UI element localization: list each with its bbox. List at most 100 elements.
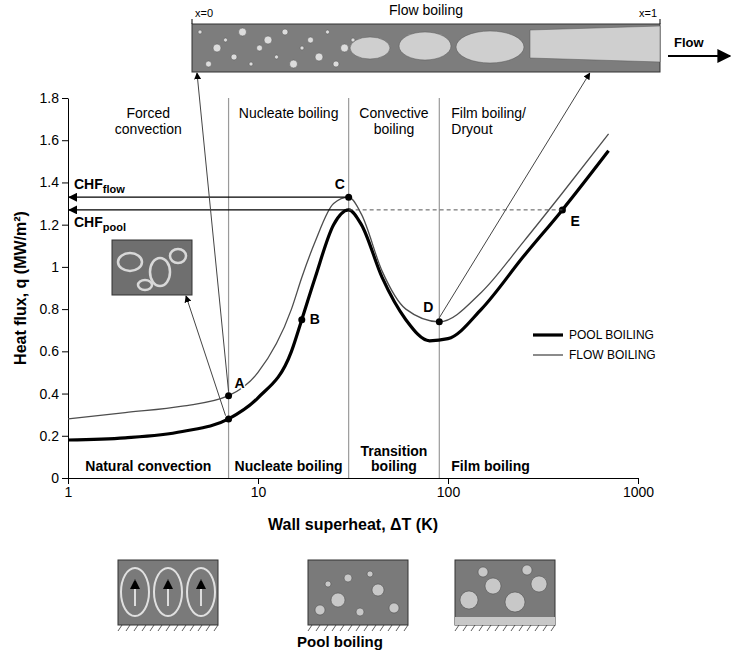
flow-bubble bbox=[290, 60, 298, 68]
flow-bubble bbox=[264, 36, 272, 44]
legend-label: FLOW BOILING bbox=[569, 348, 656, 362]
flow-bubble bbox=[249, 62, 253, 66]
x-tick: 10 bbox=[251, 478, 267, 500]
pool-bubble bbox=[367, 571, 373, 577]
flow-bubble bbox=[333, 61, 339, 67]
pool-bubble bbox=[344, 574, 352, 582]
y-tick: 0.2 bbox=[40, 428, 68, 444]
legend-swatch bbox=[533, 333, 563, 336]
surface-hatch bbox=[190, 625, 194, 631]
surface-hatch bbox=[316, 625, 320, 631]
surface-hatch bbox=[340, 625, 344, 631]
surface-hatch bbox=[479, 625, 483, 631]
leader-line bbox=[186, 296, 226, 416]
state-point bbox=[225, 392, 232, 399]
y-tick: 1.2 bbox=[40, 217, 68, 233]
pool-picture bbox=[308, 560, 408, 631]
x-tick-label: 1000 bbox=[623, 484, 654, 500]
surface-hatch bbox=[206, 625, 210, 631]
y-axis-line bbox=[68, 99, 69, 479]
legend-swatch bbox=[533, 354, 563, 355]
state-point bbox=[436, 318, 443, 325]
pool-bubble bbox=[485, 578, 501, 594]
surface-hatch bbox=[150, 625, 154, 631]
y-tick-label: 0.4 bbox=[40, 386, 60, 402]
y-axis-title: Heat flux, q (MW/m²) bbox=[12, 211, 29, 365]
y-tick-label: 1.6 bbox=[40, 132, 60, 148]
y-tick-label: 1.4 bbox=[40, 174, 60, 190]
surface-hatch bbox=[519, 625, 523, 631]
surface-hatch bbox=[487, 625, 491, 631]
x-tick: 100 bbox=[437, 478, 461, 500]
x-tick: 1000 bbox=[623, 478, 654, 500]
x-axis-title: Wall superheat, ΔT (K) bbox=[268, 516, 438, 533]
chart: Flow boilingx=0x=1FlowPool boiling110100… bbox=[0, 0, 740, 655]
state-point-label: D bbox=[423, 299, 433, 315]
flow-vapor-core bbox=[530, 26, 660, 62]
x-tick-label: 100 bbox=[437, 484, 461, 500]
y-tick-mark bbox=[62, 394, 68, 395]
surface-hatch bbox=[364, 625, 368, 631]
surface-hatch bbox=[527, 625, 531, 631]
surface-hatch bbox=[198, 625, 202, 631]
x-tick-label: 1 bbox=[65, 484, 73, 500]
chf-label-sub: pool bbox=[103, 221, 126, 233]
surface-hatch bbox=[551, 625, 555, 631]
flow-end-label: x=1 bbox=[639, 7, 657, 19]
x-tick: 1 bbox=[65, 478, 73, 500]
surface-hatch bbox=[535, 625, 539, 631]
flow-diagram-title: Flow boiling bbox=[389, 2, 463, 18]
flow-bubble bbox=[308, 37, 314, 43]
pool-bubble bbox=[478, 567, 488, 577]
convection-arrow bbox=[134, 580, 136, 606]
flow-bubble bbox=[326, 30, 330, 34]
surface-hatch bbox=[372, 625, 376, 631]
region-label-bottom: Film boiling bbox=[451, 458, 530, 474]
region-label-top: Film boiling/Dryout bbox=[451, 105, 526, 137]
surface-hatch bbox=[332, 625, 336, 631]
surface-hatch bbox=[380, 625, 384, 631]
surface-hatch bbox=[543, 625, 547, 631]
convection-arrow bbox=[167, 580, 169, 606]
x-tick-label: 10 bbox=[251, 484, 267, 500]
y-tick: 1 bbox=[51, 259, 68, 275]
chf-label-main: CHF bbox=[74, 176, 103, 192]
inset-image bbox=[112, 240, 192, 295]
flow-bubble bbox=[257, 45, 263, 51]
region-boundary bbox=[348, 98, 349, 478]
flow-bubble bbox=[198, 30, 202, 34]
inset-bubble bbox=[150, 258, 170, 286]
flow-tube bbox=[192, 24, 660, 72]
y-tick-mark bbox=[62, 351, 68, 352]
chf-label: CHFflow bbox=[74, 176, 125, 195]
region-label-bottom: Nucleate boiling bbox=[235, 458, 343, 474]
state-point bbox=[225, 415, 232, 422]
flow-direction-arrow bbox=[668, 55, 730, 57]
flow-bubble bbox=[231, 54, 237, 60]
plot-area bbox=[68, 134, 609, 440]
y-tick: 0 bbox=[51, 470, 68, 486]
state-point-label: C bbox=[335, 176, 345, 192]
pool-bubble bbox=[315, 605, 325, 615]
surface-hatch bbox=[142, 625, 146, 631]
chf-label: CHFpool bbox=[74, 214, 126, 233]
surface-hatch bbox=[134, 625, 138, 631]
pool-bubble bbox=[331, 593, 345, 607]
y-tick-label: 1 bbox=[51, 259, 59, 275]
pool-caption: Pool boiling bbox=[297, 633, 383, 650]
state-point bbox=[298, 316, 305, 323]
surface-hatch bbox=[174, 625, 178, 631]
region-label-top: Forcedconvection bbox=[115, 105, 182, 137]
state-point-label: E bbox=[570, 213, 579, 229]
flow-end-tick bbox=[660, 19, 661, 24]
pool-picture bbox=[118, 560, 218, 631]
vapor-film bbox=[455, 617, 555, 625]
convection-cell bbox=[121, 568, 149, 616]
flow-diagram bbox=[192, 19, 660, 72]
surface-hatch bbox=[396, 625, 400, 631]
y-tick-mark bbox=[62, 140, 68, 141]
x-axis-line bbox=[69, 478, 639, 479]
y-tick-mark bbox=[62, 225, 68, 226]
inset-bubble bbox=[118, 253, 142, 271]
series-line bbox=[68, 134, 609, 419]
